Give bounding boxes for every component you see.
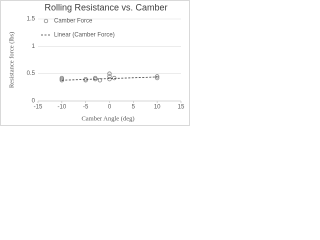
y-tick-label: 1 [32,44,36,50]
chart-title: Rolling Resistance vs. Camber [44,2,167,12]
y-tick-label: 1.5 [27,17,36,23]
point [107,74,112,79]
legend-label: Camber Force [54,19,93,25]
x-axis-label: Camber Angle (deg) [81,115,134,122]
x-tick-label: -5 [83,105,89,111]
x-tick-label: 15 [178,105,185,111]
x-tick-label: 0 [108,105,112,111]
trendline [61,76,158,81]
y-axis-label: Resistance force (lbs) [8,32,15,88]
point [155,74,160,79]
point [97,78,103,83]
chart: Rolling Resistance vs. Camber Camber Ang… [0,0,190,126]
point [107,76,112,82]
x-tick-label: -15 [34,105,43,111]
legend-label: Linear (Camber Force) [54,33,115,39]
y-tick-label: 0.5 [27,71,36,77]
chart-border [0,0,190,126]
point [107,71,112,76]
legend-marker [43,18,49,24]
point [93,75,98,81]
x-tick-label: -10 [57,105,66,111]
x-tick-label: 10 [154,105,161,111]
x-tick-label: 5 [132,105,136,111]
y-tick-label: 0 [32,99,36,105]
point [155,75,160,81]
